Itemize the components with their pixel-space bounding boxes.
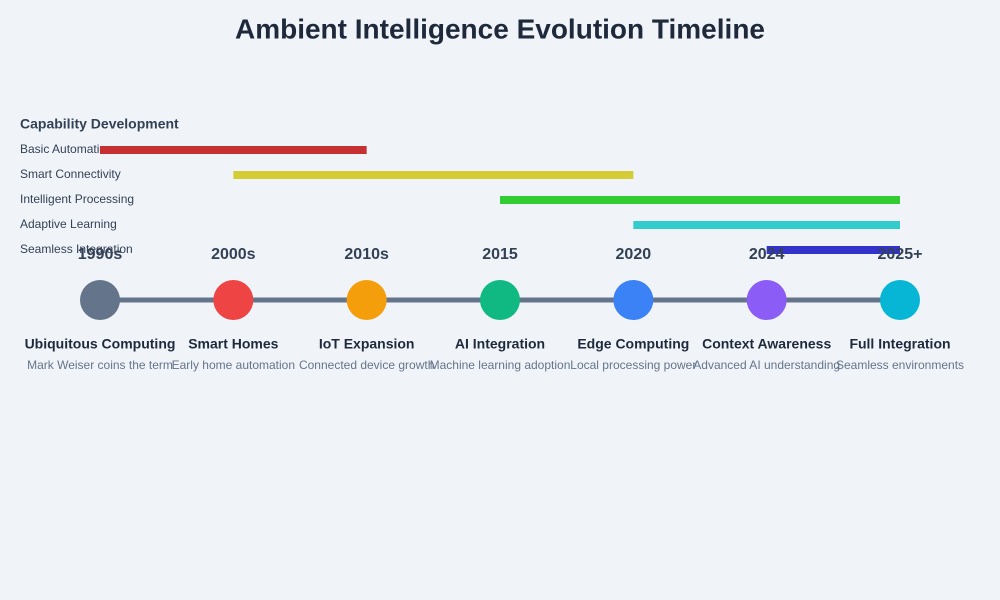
milestone-dot (480, 280, 520, 320)
milestone-desc: Early home automation (172, 358, 295, 372)
capability-label: Basic Automation (20, 142, 113, 156)
milestone-desc: Machine learning adoption (430, 358, 571, 372)
milestone-dot (346, 280, 387, 320)
capability-bar (766, 246, 900, 254)
milestone-dot (613, 280, 654, 320)
milestone-desc: Advanced AI understanding (693, 358, 840, 372)
capability-bar (633, 221, 900, 229)
capability-label: Adaptive Learning (20, 217, 117, 231)
milestone-title: Ubiquitous Computing (25, 336, 176, 352)
milestone-year: 2010s (344, 246, 389, 263)
section-title: Capability Development (20, 116, 179, 132)
milestone-dot (80, 280, 120, 320)
milestone-title: Full Integration (849, 336, 950, 352)
milestone-year: 2024 (749, 246, 785, 263)
milestone-desc: Local processing power (570, 358, 696, 372)
capability-bar (500, 196, 900, 204)
milestone-desc: Seamless environments (836, 358, 964, 372)
milestone-title: Smart Homes (188, 336, 278, 352)
page-title: Ambient Intelligence Evolution Timeline (235, 13, 765, 44)
milestone-year: 1990s (78, 246, 123, 263)
capability-bar (100, 146, 367, 154)
milestone-title: IoT Expansion (319, 336, 415, 352)
milestone-dot (880, 280, 920, 320)
milestone-desc: Mark Weiser coins the term (27, 358, 173, 372)
capability-label: Seamless Integration (20, 242, 133, 256)
capability-label: Smart Connectivity (20, 167, 121, 181)
milestone-title: AI Integration (455, 336, 545, 352)
milestone-title: Edge Computing (577, 336, 689, 352)
capability-bar (233, 171, 634, 179)
milestone-dot (213, 280, 254, 320)
milestone-desc: Connected device growth (299, 358, 434, 372)
milestone-title: Context Awareness (702, 336, 831, 352)
milestone-year: 2020 (616, 246, 652, 263)
milestone-dot (746, 280, 787, 320)
milestone-year: 2025+ (878, 246, 923, 263)
milestone-year: 2000s (211, 246, 256, 263)
milestone-year: 2015 (482, 246, 518, 263)
capability-label: Intelligent Processing (20, 192, 134, 206)
